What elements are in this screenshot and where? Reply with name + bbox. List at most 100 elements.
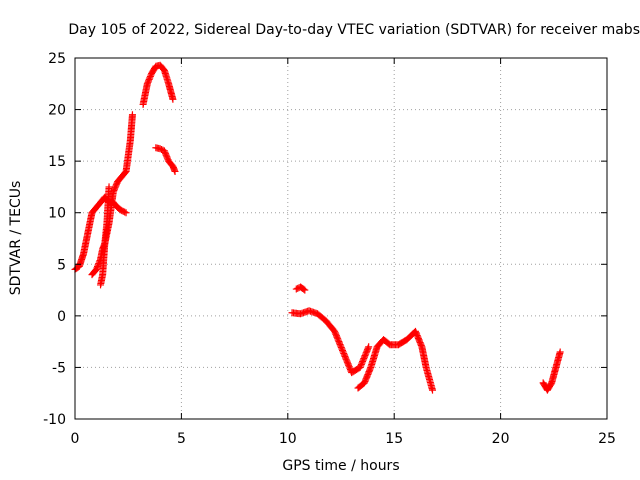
y-tick-labels: -10 -5 0 5 10 15 20 25 [43, 51, 66, 428]
data-point [169, 162, 177, 170]
trace-marker [358, 359, 366, 367]
x-tick-label: 25 [598, 431, 616, 447]
data-point [128, 111, 136, 119]
trace-marker [346, 364, 354, 372]
trace-marker [362, 350, 370, 358]
data-point [305, 307, 313, 315]
x-tick-label: 0 [71, 431, 80, 447]
trace-marker [112, 182, 120, 190]
data-point [143, 80, 151, 88]
axis-ticks [74, 57, 608, 420]
data-point [429, 386, 437, 394]
data-point [314, 310, 322, 318]
y-tick-label: 5 [57, 257, 66, 273]
data-point [292, 285, 300, 293]
y-tick-label: 15 [48, 154, 66, 170]
series-arc6 [292, 283, 309, 294]
trace-marker [340, 351, 348, 359]
trace-marker [144, 78, 152, 86]
data-point [160, 66, 168, 74]
y-tick-label: -10 [43, 412, 66, 428]
trace-marker [360, 353, 368, 361]
trace-marker [342, 355, 350, 363]
series-arc8 [354, 327, 437, 394]
data-point [543, 386, 551, 394]
trace-marker [343, 357, 351, 365]
data-point [360, 379, 368, 387]
data-point [118, 173, 126, 181]
series-arc7 [288, 307, 373, 377]
series-arc4 [139, 61, 177, 108]
trace-marker [363, 346, 371, 354]
trace-marker [145, 77, 153, 85]
trace-marker [342, 354, 350, 362]
y-tick-label: 20 [48, 103, 66, 119]
data-point [373, 343, 381, 351]
data-point [105, 183, 113, 191]
data-point [380, 336, 388, 344]
data-point [418, 343, 426, 351]
trace-marker [362, 349, 370, 357]
series-arc5 [152, 144, 179, 175]
trace-marker [111, 185, 119, 193]
data-point [539, 379, 547, 387]
data-point [148, 69, 156, 77]
data-point [101, 240, 109, 248]
trace-marker [360, 355, 368, 363]
data-point [156, 61, 164, 69]
trace-marker [363, 347, 371, 355]
trace-marker [340, 349, 348, 357]
trace-marker [357, 360, 365, 368]
x-tick-label: 15 [385, 431, 403, 447]
data-point [394, 341, 402, 349]
y-tick-label: -5 [52, 360, 66, 376]
trace-marker [345, 363, 353, 371]
data-point [97, 198, 105, 206]
trace-marker [359, 356, 367, 364]
chart-title: Day 105 of 2022, Sidereal Day-to-day VTE… [68, 22, 640, 38]
y-tick-label: 0 [57, 309, 66, 325]
data-point [156, 145, 164, 153]
data-point [160, 147, 168, 155]
trace-marker [359, 358, 367, 366]
data-point [171, 167, 179, 175]
data-point [297, 310, 305, 318]
data-point [88, 271, 96, 279]
data-point [169, 95, 177, 103]
data-point [92, 265, 100, 273]
x-axis-label: GPS time / hours [282, 458, 399, 474]
data-point [152, 144, 160, 152]
trace-marker [332, 332, 340, 340]
trace-marker [332, 330, 340, 338]
data-point [297, 283, 305, 291]
data-point [411, 327, 419, 335]
trace-marker [344, 360, 352, 368]
trace-marker [112, 181, 120, 189]
trace-marker [162, 150, 170, 158]
data-point [288, 309, 296, 317]
data-point [552, 363, 560, 371]
data-point [403, 336, 411, 344]
data-point [84, 229, 92, 237]
trace-marker [163, 154, 171, 162]
data-point [126, 137, 134, 145]
x-tick-labels: 0 5 10 15 20 25 [71, 431, 616, 447]
trace-marker [337, 342, 345, 350]
data-point [331, 327, 339, 335]
data-point [122, 167, 130, 175]
trace-marker [146, 74, 154, 82]
data-point [88, 209, 96, 217]
data-series [71, 61, 564, 394]
trace-marker [361, 352, 369, 360]
data-point [92, 204, 100, 212]
trace-marker [331, 329, 339, 337]
trace-marker [163, 153, 171, 161]
trace-marker [343, 358, 351, 366]
data-point [165, 80, 173, 88]
trace-marker [338, 345, 346, 353]
data-point [301, 286, 309, 294]
y-tick-label: 25 [48, 51, 66, 67]
data-point [97, 281, 105, 289]
data-point [322, 317, 330, 325]
trace-marker [336, 341, 344, 349]
